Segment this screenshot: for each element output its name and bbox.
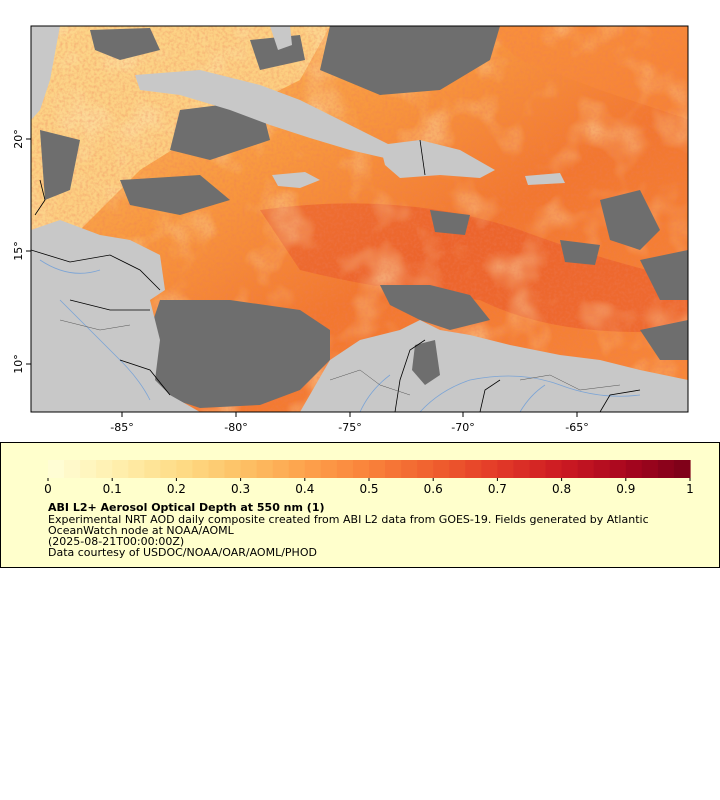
- colorbar-tick-label: 0.5: [359, 482, 378, 496]
- colorbar-segment: [288, 460, 306, 478]
- colorbar-segment: [112, 460, 129, 478]
- colorbar-segment: [481, 460, 498, 478]
- borders: [31, 139, 641, 412]
- colorbar-segment: [272, 460, 290, 478]
- y-tick-20: 20°: [12, 129, 25, 149]
- colorbar-tick-label: 0.1: [103, 482, 122, 496]
- colorbar-segment: [433, 460, 450, 478]
- colorbar-tick-label: 0.3: [231, 482, 250, 496]
- colorbar-segment: [240, 460, 258, 478]
- y-tick-15: 15°: [12, 241, 25, 261]
- colorbar-segment: [336, 460, 354, 478]
- colorbar-segment: [449, 460, 466, 478]
- colorbar-tick-label: 1: [686, 482, 694, 496]
- colorbar-segment: [160, 460, 177, 478]
- colorbar-segment: [673, 460, 691, 478]
- colorbar-segment: [64, 460, 81, 478]
- colorbar-segment: [320, 460, 338, 478]
- colorbar-segment: [256, 460, 274, 478]
- colorbar-tick-label: 0.4: [295, 482, 314, 496]
- colorbar-segment: [593, 460, 611, 478]
- x-tick-75: -75°: [338, 421, 361, 434]
- x-tick-65: -65°: [565, 421, 588, 434]
- colorbar-segment: [625, 460, 643, 478]
- colorbar-tick-label: 0.7: [488, 482, 507, 496]
- x-tick-70: -70°: [451, 421, 474, 434]
- land-areas: [31, 26, 688, 412]
- colorbar-segment: [641, 460, 659, 478]
- colorbar-segment: [385, 460, 402, 478]
- y-tick-10: 10°: [12, 354, 25, 374]
- legend-subtitle-line2: OceanWatch node at NOAA/AOML: [48, 524, 234, 537]
- colorbar-segment: [144, 460, 161, 478]
- colorbar-segment: [304, 460, 322, 478]
- colorbar-segment: [369, 460, 386, 478]
- rivers: [39, 259, 641, 412]
- colorbar-segment: [224, 460, 242, 478]
- colorbar-segment: [80, 460, 97, 478]
- legend-subtitle-line1: Experimental NRT AOD daily composite cre…: [48, 513, 649, 526]
- colorbar-segment: [352, 460, 370, 478]
- no-data-areas: [40, 26, 688, 408]
- colorbar-segment: [513, 460, 531, 478]
- colorbar-segment: [401, 460, 418, 478]
- colorbar-segment: [128, 460, 145, 478]
- admin-lines: [59, 319, 621, 396]
- legend-date: (2025-08-21T00:00:00Z): [48, 535, 185, 548]
- aod-map: 20° 15° 10° -85° -80° -75° -70° -65°: [12, 25, 689, 434]
- colorbar-tick-label: 0.6: [424, 482, 443, 496]
- colorbar-segment: [497, 460, 515, 478]
- x-tick-85: -85°: [110, 421, 133, 434]
- colorbar-segment: [609, 460, 627, 478]
- legend-credit: Data courtesy of USDOC/NOAA/OAR/AOML/PHO…: [48, 546, 317, 559]
- colorbar-segment: [208, 460, 226, 478]
- colorbar-segment: [657, 460, 675, 478]
- x-tick-80: -80°: [224, 421, 247, 434]
- colorbar-segment: [529, 460, 547, 478]
- colorbar-tick-label: 0.8: [552, 482, 571, 496]
- colorbar-segment: [96, 460, 113, 478]
- colorbar-segment: [48, 460, 65, 478]
- legend-panel: 0 0.1 0.2 0.3 0.4 0.5 0.6 0.7 0.8 0.9 1 ABI L2+ Ae…: [0, 442, 720, 568]
- colorbar-segment: [561, 460, 579, 478]
- colorbar-segment: [176, 460, 194, 478]
- legend-title: ABI L2+ Aerosol Optical Depth at 550 nm …: [48, 501, 325, 514]
- colorbar-tick-label: 0.2: [167, 482, 186, 496]
- colorbar-segment: [577, 460, 595, 478]
- axis-ticks: [26, 138, 578, 417]
- colorbar-segment: [417, 460, 434, 478]
- colorbar: 0 0.1 0.2 0.3 0.4 0.5 0.6 0.7 0.8 0.9 1: [44, 460, 694, 496]
- colorbar-segment: [465, 460, 482, 478]
- colorbar-tick-label: 0: [44, 482, 52, 496]
- colorbar-tick-label: 0.9: [616, 482, 635, 496]
- colorbar-segment: [192, 460, 210, 478]
- map-frame: [30, 25, 689, 413]
- colorbar-segment: [545, 460, 563, 478]
